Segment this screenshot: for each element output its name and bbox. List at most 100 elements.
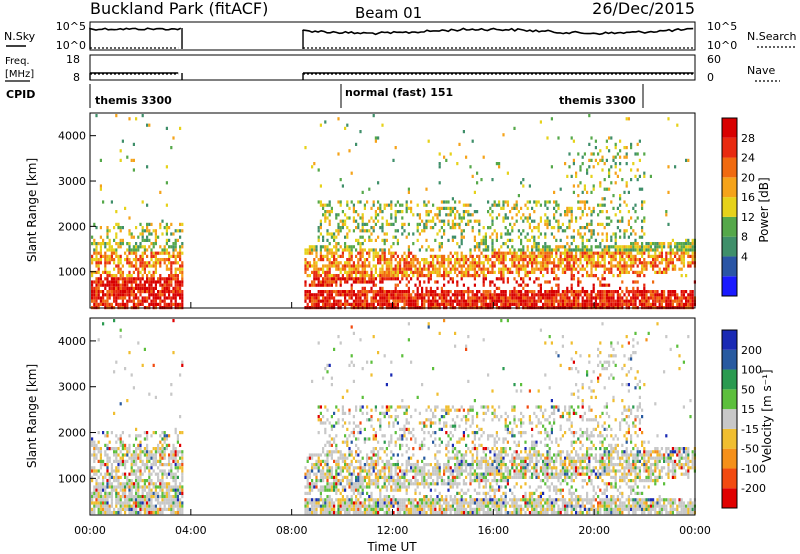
heatmap-cell [489,270,492,274]
heatmap-cell [379,274,382,278]
heatmap-cell [399,264,402,268]
heatmap-cell [480,251,483,255]
heatmap-cell [132,299,135,303]
heatmap-cell [447,274,450,278]
heatmap-cell [108,495,111,499]
heatmap-cell [106,280,109,284]
heatmap-cell [577,283,580,287]
heatmap-cell [179,485,182,489]
heatmap-cell [104,475,107,479]
heatmap-cell [447,290,450,294]
heatmap-cell [141,459,144,463]
heatmap-cell [550,261,553,265]
heatmap-cell [594,296,597,300]
heatmap-cell [682,264,685,268]
heatmap-cell [588,302,591,306]
heatmap-cell [682,251,685,255]
heatmap-cell [361,251,364,255]
heatmap-cell [458,216,461,220]
heatmap-cell [330,466,333,470]
heatmap-cell [324,290,327,294]
heatmap-cell [163,302,166,306]
heatmap-cell [454,296,457,300]
heatmap-cell [372,219,375,223]
heatmap-cell [146,296,149,300]
heatmap-cell [570,242,573,246]
heatmap-cell [654,248,657,252]
heatmap-cell [346,232,349,236]
heatmap-cell [181,431,184,435]
heatmap-cell [590,174,593,178]
heatmap-cell [128,261,131,265]
heatmap-cell [322,264,325,268]
heatmap-cell [484,296,487,300]
heatmap-cell [159,482,162,486]
heatmap-cell [568,226,571,230]
heatmap-cell [181,479,184,483]
heatmap-cell [324,431,327,435]
heatmap-cell [359,270,362,274]
heatmap-cell [498,277,501,281]
heatmap-cell [654,299,657,303]
heatmap-cell [341,293,344,297]
heatmap-cell [421,219,424,223]
heatmap-cell [575,171,578,175]
heatmap-cell [317,226,320,230]
heatmap-cell [322,245,325,249]
heatmap-cell [493,254,496,258]
heatmap-cell [159,459,162,463]
heatmap-cell [506,203,509,207]
heatmap-cell [390,296,393,300]
heatmap-cell [106,479,109,483]
heatmap-cell [577,152,580,156]
heatmap-cell [346,245,349,249]
heatmap-cell [315,283,318,287]
heatmap-cell [394,213,397,217]
heatmap-cell [667,302,670,306]
heatmap-cell [324,367,327,371]
heatmap-cell [405,283,408,287]
heatmap-cell [104,286,107,290]
heatmap-cell [163,431,166,435]
heatmap-cell [636,274,639,278]
heatmap-cell [126,302,129,306]
heatmap-cell [610,254,613,258]
heatmap-cell [335,421,338,425]
heatmap-cell [471,229,474,233]
heatmap-cell [625,290,628,294]
heatmap-cell [150,450,153,454]
heatmap-cell [592,254,595,258]
heatmap-cell [528,222,531,226]
heatmap-cell [322,290,325,294]
heatmap-cell [150,434,153,438]
heatmap-cell [454,213,457,217]
heatmap-cell [324,463,327,467]
heatmap-cell [91,511,94,515]
heatmap-cell [522,178,525,182]
heatmap-cell [570,267,573,271]
heatmap-cell [381,280,384,284]
heatmap-cell [97,450,100,454]
heatmap-cell [339,504,342,508]
heatmap-cell [339,450,342,454]
heatmap-cell [597,277,600,281]
heatmap-cell [385,219,388,223]
heatmap-cell [436,206,439,210]
heatmap-cell [412,261,415,265]
heatmap-cell [385,258,388,262]
heatmap-cell [91,283,94,287]
heatmap-cell [146,248,149,252]
heatmap-cell [357,213,360,217]
heatmap-cell [509,299,512,303]
heatmap-cell [377,290,380,294]
heatmap-cell [97,459,100,463]
heatmap-cell [632,258,635,262]
heatmap-cell [623,264,626,268]
heatmap-cell [311,293,314,297]
heatmap-cell [520,242,523,246]
heatmap-cell [170,469,173,473]
heatmap-cell [148,495,151,499]
heatmap-cell [126,450,129,454]
heatmap-cell [674,264,677,268]
heatmap-cell [506,277,509,281]
